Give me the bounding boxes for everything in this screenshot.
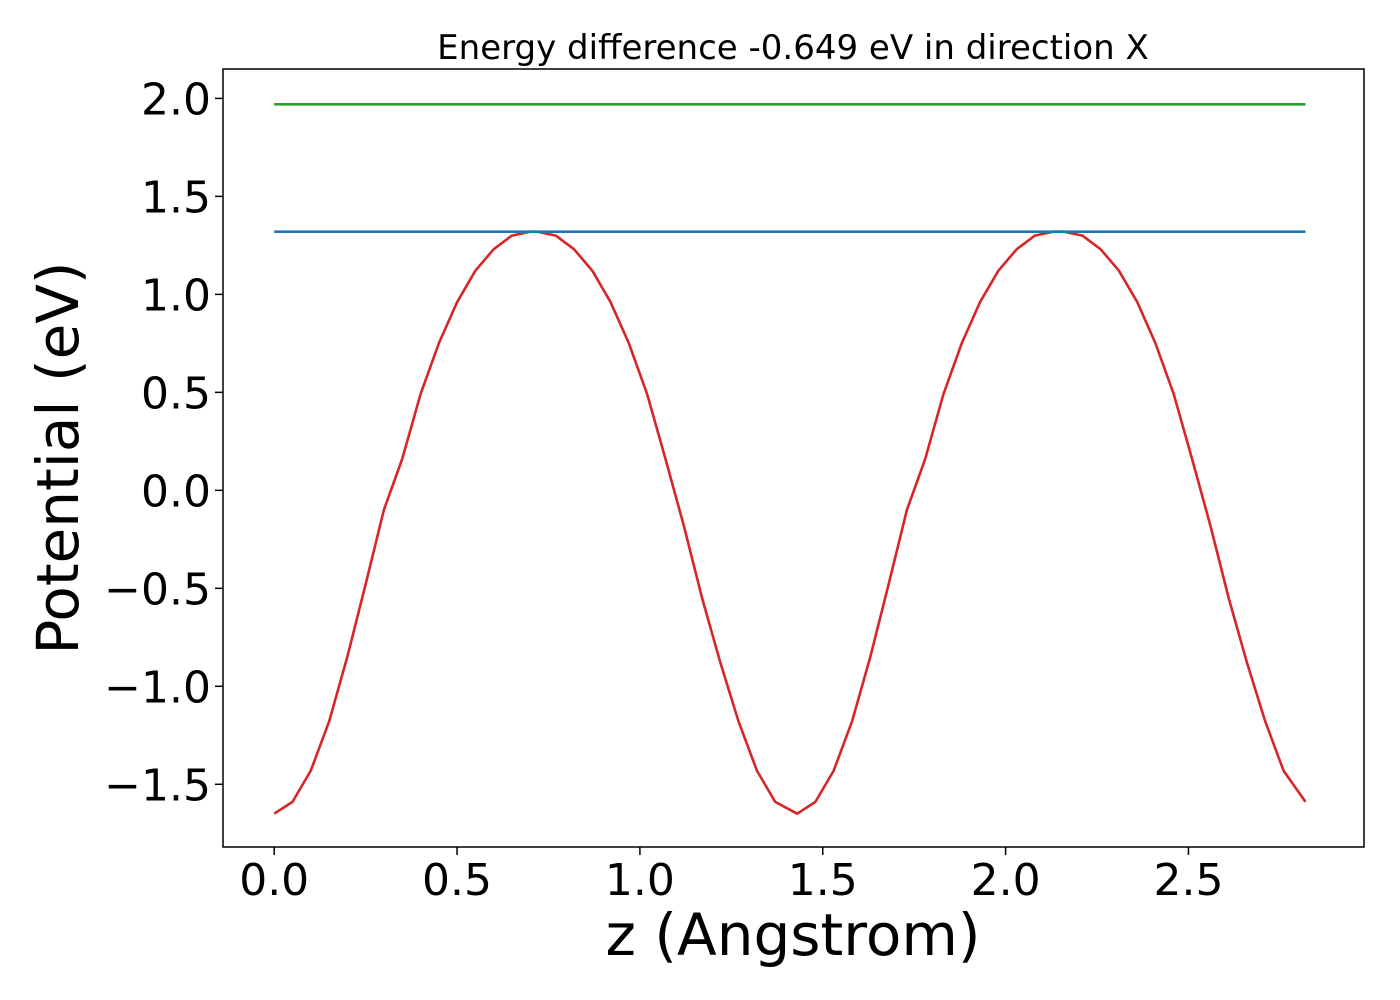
series-layer: [273, 103, 1307, 816]
x-axis-label: z (Angstrom): [606, 901, 981, 969]
y-tick-label: 1.5: [141, 172, 211, 223]
plot-area-frame: [222, 68, 1365, 848]
x-tick-label: 2.0: [971, 855, 1041, 906]
chart-title: Energy difference -0.649 eV in direction…: [437, 28, 1149, 68]
x-tick-label: 0.0: [239, 855, 309, 906]
x-tick-label: 1.5: [788, 855, 858, 906]
y-tick-label: −0.5: [104, 564, 211, 615]
y-tick-label: 1.0: [141, 270, 211, 321]
y-tick-label: −1.5: [104, 760, 211, 811]
y-tick-label: −1.0: [104, 662, 211, 713]
y-axis-ticks: −1.5 −1.0 −0.5 0.0 0.5 1.0 1.5 2.0: [104, 74, 223, 811]
y-tick-label: 0.0: [141, 466, 211, 517]
x-tick-label: 0.5: [422, 855, 492, 906]
series-line-0: [273, 230, 1307, 816]
x-tick-label: 2.5: [1153, 855, 1223, 906]
x-axis-ticks: 0.0 0.5 1.0 1.5 2.0 2.5: [239, 847, 1223, 906]
y-axis-label: Potential (eV): [24, 261, 92, 654]
y-tick-label: 2.0: [141, 74, 211, 125]
x-tick-label: 1.0: [605, 855, 675, 906]
y-tick-label: 0.5: [141, 368, 211, 419]
